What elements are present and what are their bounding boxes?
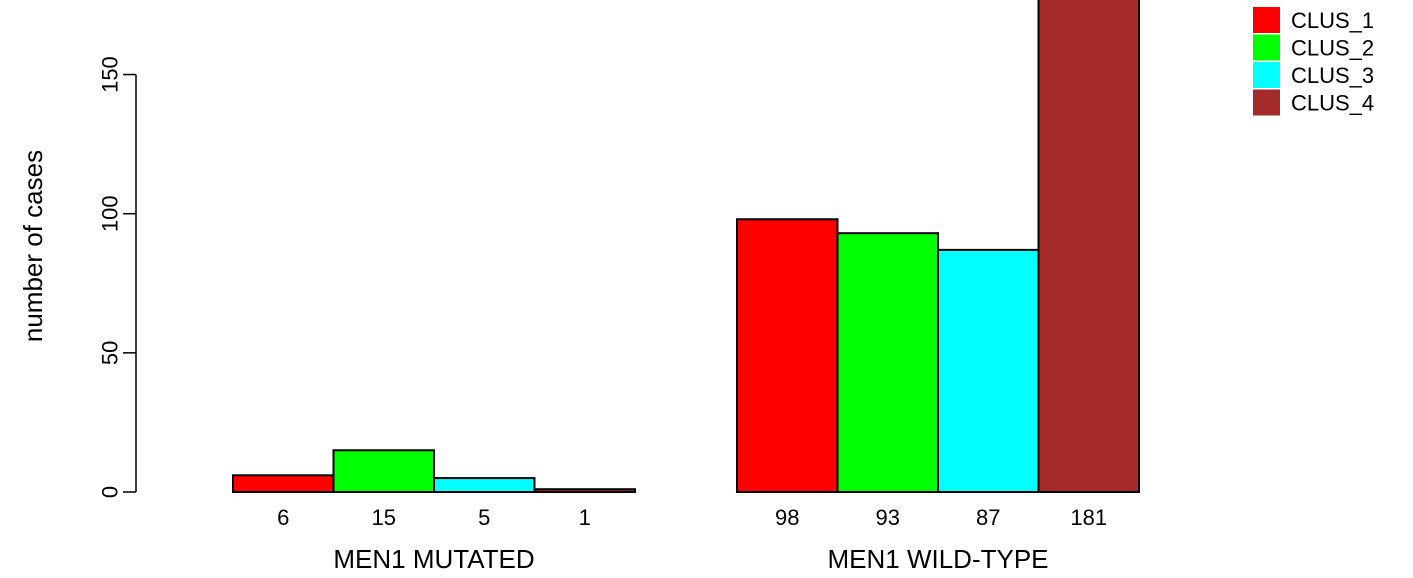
bar-count-label: 5 [478,505,490,530]
count-labels: 6 15 5 1 98 93 87 181 [277,505,1107,530]
bar-count-label: 87 [976,505,1000,530]
y-tick-label: 0 [98,486,123,498]
legend-label: CLUS_4 [1291,91,1374,116]
bars [232,0,1140,494]
bar-clus-1 [232,474,335,494]
y-tick-label: 50 [98,341,123,365]
legend-label: CLUS_3 [1291,63,1374,88]
bar-count-label: 98 [775,505,799,530]
group-labels: MEN1 MUTATED MEN1 WILD-TYPE [333,544,1048,574]
bar-clus-2 [836,232,939,493]
bar-clus-4 [1037,0,1140,493]
legend-swatch [1253,7,1280,33]
bar-clus-1 [736,218,839,494]
legend-swatch [1253,89,1280,116]
bar-clus-3 [433,477,536,493]
group-label: MEN1 MUTATED [333,544,534,574]
legend-swatch [1253,34,1280,61]
y-axis-title: number of cases [18,150,48,342]
bar-count-label: 15 [372,505,396,530]
bar-count-label: 93 [876,505,900,530]
group-label: MEN1 WILD-TYPE [827,544,1048,574]
bar-count-label: 1 [579,505,591,530]
y-tick-label: 150 [98,56,123,93]
bar-clus-2 [332,449,435,494]
bar-count-label: 6 [277,505,289,530]
y-axis: 0 50 100 150 [98,56,137,498]
legend-label: CLUS_2 [1291,36,1374,61]
y-tick-label: 100 [98,195,123,232]
legend-swatch [1253,62,1280,88]
bar-clus-3 [937,248,1040,493]
bar-count-label: 181 [1070,505,1107,530]
legend-label: CLUS_1 [1291,8,1374,33]
